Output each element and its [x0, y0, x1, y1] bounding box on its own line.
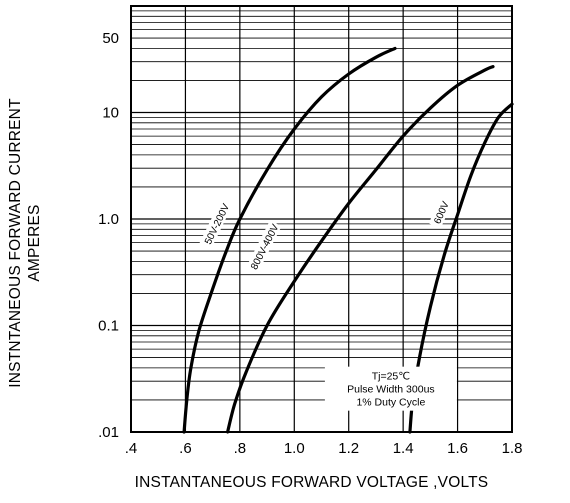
y-tick-label: .01: [98, 424, 119, 441]
annotation-text: 1% Duty Cycle: [356, 397, 425, 409]
curve-label: 600V: [432, 200, 452, 226]
y-tick-label: 1.0: [98, 211, 119, 228]
annotation-text: Tj=25℃: [372, 371, 410, 383]
curve-50v-200v: [182, 46, 397, 434]
x-tick-label: 1.0: [284, 440, 305, 457]
x-tick-label: .8: [234, 440, 247, 457]
x-tick-label: 1.6: [447, 440, 468, 457]
annotation-text: Pulse Width 300us: [347, 384, 435, 396]
x-tick-label: .4: [125, 440, 138, 457]
plot-frame: [130, 5, 513, 433]
x-tick-label: 1.8: [502, 440, 523, 457]
y-tick-label: 50: [102, 30, 119, 47]
curve-label-bg: [428, 195, 453, 229]
y-tick-label: 10: [102, 105, 119, 122]
y-axis-title: INSTNTANEOUS FORWARD CURRENT: [7, 98, 24, 388]
x-tick-label: 1.4: [393, 440, 414, 457]
curve-label-bg: [199, 198, 234, 250]
x-tick-label: .6: [179, 440, 192, 457]
curve-label-group: 800V-400V: [246, 220, 282, 273]
curve-label-bg: [246, 220, 282, 273]
y-tick-label: 0.1: [98, 318, 119, 335]
annotation-bg: [324, 366, 457, 411]
x-tick-label: 1.2: [338, 440, 359, 457]
x-axis-title: INSTANTANEOUS FORWARD VOLTAGE ,VOLTS: [135, 474, 489, 491]
y-axis-title: AMPERES: [26, 204, 43, 281]
curve-800v-400v: [226, 65, 495, 434]
